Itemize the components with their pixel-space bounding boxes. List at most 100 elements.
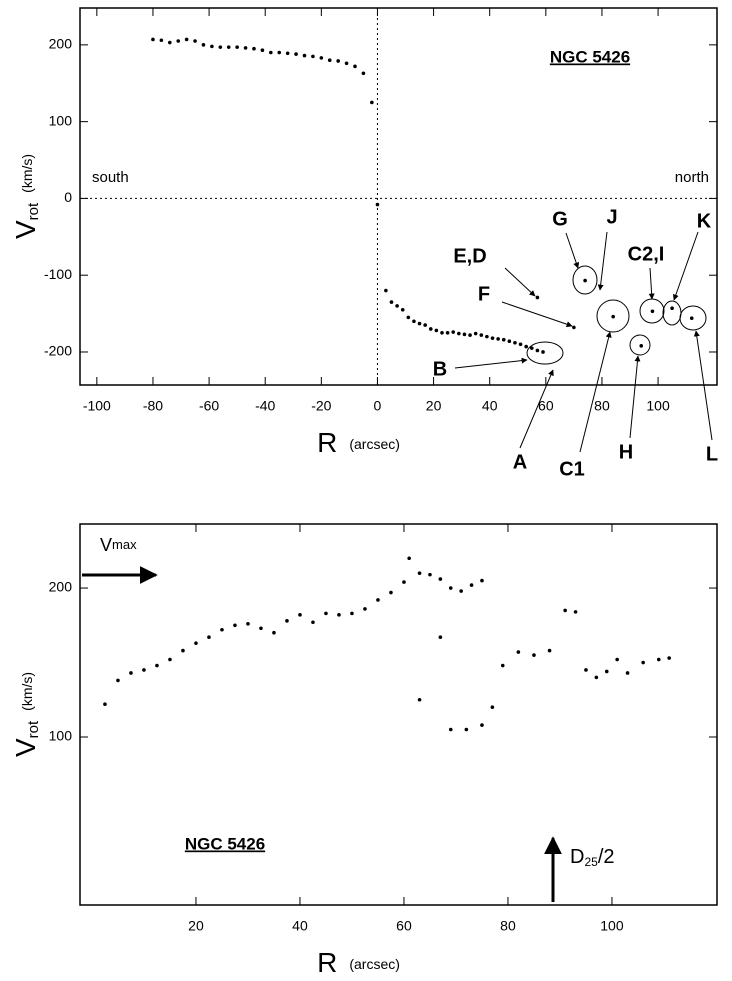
annotation-label: E,D: [453, 245, 486, 267]
data-point: [428, 572, 432, 577]
data-point: [233, 623, 237, 628]
side-label: south: [92, 169, 129, 186]
annotation-label: L: [706, 443, 718, 465]
data-point: [406, 315, 411, 320]
data-point: [363, 607, 367, 611]
data-point: [485, 334, 489, 339]
data-point: [184, 37, 189, 42]
annotation-label: B: [433, 358, 447, 380]
annotation-arrow: [454, 357, 528, 369]
data-point: [428, 327, 433, 331]
data-point: [469, 583, 474, 587]
data-point: [210, 44, 214, 49]
data-point: [524, 344, 528, 349]
data-point: [451, 330, 456, 334]
x-tick-label: -80: [143, 398, 163, 414]
x-tick-label: -60: [199, 398, 219, 414]
data-point: [583, 278, 587, 283]
data-point: [327, 58, 332, 63]
annotation-arrow: [504, 267, 536, 297]
data-point: [547, 648, 552, 653]
annotation-arrow: [629, 355, 641, 439]
data-point: [417, 571, 422, 575]
data-point: [324, 611, 328, 616]
data-point: [246, 621, 250, 626]
data-point: [479, 333, 484, 337]
data-point: [417, 321, 422, 326]
data-point: [572, 325, 576, 330]
data-point: [319, 56, 324, 60]
data-point: [353, 64, 357, 69]
data-point: [384, 288, 388, 293]
data-point: [167, 40, 172, 45]
data-point: [412, 319, 416, 324]
x-tick-label: 60: [396, 918, 412, 934]
annotation-ellipse: [596, 299, 630, 333]
data-point: [155, 663, 159, 668]
data-point: [302, 53, 307, 58]
y-tick-label: 0: [64, 189, 72, 205]
data-point: [389, 300, 394, 304]
data-point: [423, 323, 427, 327]
vmax-label: Vmax: [100, 535, 137, 555]
data-point: [438, 577, 443, 581]
annotation-ellipse: [572, 265, 598, 295]
annotation-label: G: [552, 208, 568, 230]
annotation-ellipse: [679, 305, 707, 331]
data-point: [361, 71, 366, 76]
data-point: [389, 590, 393, 595]
data-point: [532, 653, 536, 657]
data-point: [615, 657, 619, 662]
data-point: [277, 50, 282, 55]
data-point: [448, 727, 453, 732]
data-point: [285, 619, 289, 623]
x-axis-label: R (arcsec): [317, 947, 400, 978]
y-axis-label: Vrot (km/s): [10, 154, 42, 239]
x-axis-label: R (arcsec): [317, 427, 400, 458]
data-point: [344, 61, 349, 66]
data-point: [689, 316, 694, 320]
data-point: [457, 331, 461, 336]
x-tick-label: 20: [188, 918, 204, 934]
data-point: [395, 304, 399, 308]
data-point: [667, 656, 671, 660]
data-point: [151, 37, 155, 42]
d25-label: D25/2: [570, 846, 615, 869]
y-axis-label: Vrot (km/s): [10, 672, 42, 757]
data-point: [350, 611, 354, 616]
data-point: [285, 51, 290, 56]
vmax-subscript: max: [112, 537, 137, 552]
data-point: [201, 43, 206, 47]
data-point: [434, 328, 439, 333]
d25-symbol: D: [570, 846, 584, 868]
data-point: [468, 333, 472, 337]
data-point: [407, 556, 411, 561]
x-tick-label: -100: [83, 398, 111, 414]
side-label: north: [675, 169, 709, 186]
annotation-arrow: [501, 301, 573, 328]
data-point: [459, 589, 463, 593]
annotation-arrow: [672, 231, 699, 301]
x-tick-label: 20: [426, 398, 442, 414]
data-point: [500, 663, 505, 668]
y-label-subscript: rot: [25, 720, 42, 738]
annotation-label: F: [478, 283, 490, 305]
x-label-symbol: R: [317, 947, 337, 978]
data-point: [480, 723, 484, 727]
data-point: [535, 295, 540, 300]
data-point: [235, 45, 239, 49]
annotation-label: C2,I: [628, 243, 665, 265]
chart-title: NGC 5426: [550, 47, 630, 66]
x-tick-label: -20: [311, 398, 331, 414]
data-point: [448, 586, 453, 590]
data-point: [584, 668, 588, 672]
data-point: [541, 350, 545, 354]
data-point: [226, 45, 231, 49]
data-point: [311, 54, 315, 59]
data-point: [529, 346, 534, 350]
chart-title: NGC 5426: [185, 834, 265, 853]
data-point: [294, 52, 298, 56]
data-point: [142, 668, 146, 672]
y-tick-label: -200: [44, 343, 72, 359]
